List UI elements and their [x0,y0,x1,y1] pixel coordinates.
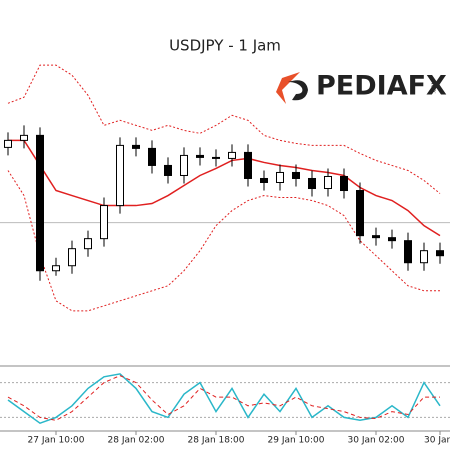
candle-body [4,139,12,148]
candle-body [52,265,60,272]
candle-body [372,235,380,239]
indicator-line [8,139,441,237]
candle-body [212,156,220,159]
logo-icon [276,72,300,104]
candle-body [148,147,156,166]
x-tick-label: 27 Jan 10:00 [28,436,85,446]
candle-body [324,175,332,190]
x-tick-label: 28 Jan 18:00 [188,436,245,446]
indicator-line [7,373,441,425]
candle-body [340,175,348,192]
candle-body [84,238,92,250]
chart-title: USDJPY - 1 Jam [169,37,281,55]
candle-body [116,144,124,207]
candle-body [20,134,28,141]
candle-body [276,171,284,183]
x-tick-label: 28 Jan 02:00 [108,436,165,446]
logo-text: PEDIAFX [316,71,447,102]
candle-body [356,190,364,237]
logo-icon [288,80,308,101]
candle-body [164,164,172,176]
candle-body [228,151,236,159]
logo: PEDIAFX .COM [276,71,447,104]
candle-body [196,154,204,158]
indicator-line [7,64,441,194]
candle-body [260,177,268,183]
logo-suffix: .COM [432,80,438,93]
candle-body [420,250,428,264]
x-tick-label: 29 Jan 10:00 [268,436,325,446]
candle-body [436,250,444,257]
candle-body [388,237,396,242]
candle-body [68,248,76,267]
candle-body [132,144,140,149]
x-tick-label: 30 Jan [424,436,450,446]
candle-body [244,151,252,179]
x-tick-label: 30 Jan 02:00 [348,436,405,446]
candle-body [308,177,316,190]
indicator-line [7,170,440,312]
indicator-line [7,375,440,421]
candle-body [292,171,300,179]
candle-body [100,205,108,240]
candle-body [404,240,412,264]
candle-body [180,154,188,176]
candle-body [36,134,44,272]
